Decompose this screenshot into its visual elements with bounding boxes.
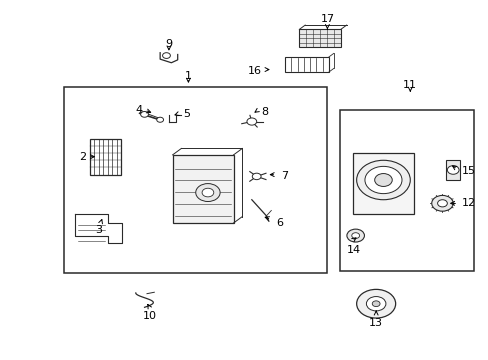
Text: 4: 4	[135, 105, 142, 115]
Text: 15: 15	[461, 166, 474, 176]
Text: 16: 16	[247, 66, 261, 76]
Circle shape	[252, 173, 261, 180]
Text: 1: 1	[184, 71, 191, 81]
Circle shape	[356, 289, 395, 318]
Circle shape	[202, 188, 213, 197]
Circle shape	[351, 233, 359, 238]
Text: 7: 7	[281, 171, 287, 181]
Text: 14: 14	[346, 244, 360, 255]
Text: 3: 3	[95, 225, 102, 235]
Circle shape	[356, 160, 409, 200]
Circle shape	[371, 301, 379, 307]
Bar	[89, 139, 121, 175]
Bar	[64, 87, 327, 273]
Bar	[172, 155, 233, 223]
Text: 13: 13	[368, 318, 383, 328]
Text: 8: 8	[261, 107, 268, 117]
Text: 10: 10	[142, 311, 156, 321]
Bar	[285, 57, 328, 72]
Circle shape	[366, 297, 385, 311]
Text: 12: 12	[461, 198, 475, 208]
Bar	[299, 30, 340, 47]
Circle shape	[447, 166, 458, 174]
Text: 2: 2	[79, 152, 86, 162]
Text: 6: 6	[276, 218, 283, 228]
Text: 9: 9	[165, 39, 172, 49]
Bar	[446, 160, 459, 180]
Circle shape	[346, 229, 364, 242]
Circle shape	[431, 195, 452, 211]
Circle shape	[141, 112, 148, 117]
Circle shape	[437, 200, 447, 207]
Bar	[339, 110, 473, 271]
Circle shape	[157, 117, 163, 122]
Circle shape	[195, 184, 220, 202]
Circle shape	[162, 53, 170, 58]
Circle shape	[246, 118, 256, 125]
Circle shape	[364, 166, 401, 194]
Bar	[352, 153, 413, 214]
Text: 11: 11	[403, 80, 416, 90]
Circle shape	[374, 174, 391, 186]
Text: 17: 17	[320, 14, 334, 24]
Text: 5: 5	[183, 109, 190, 119]
